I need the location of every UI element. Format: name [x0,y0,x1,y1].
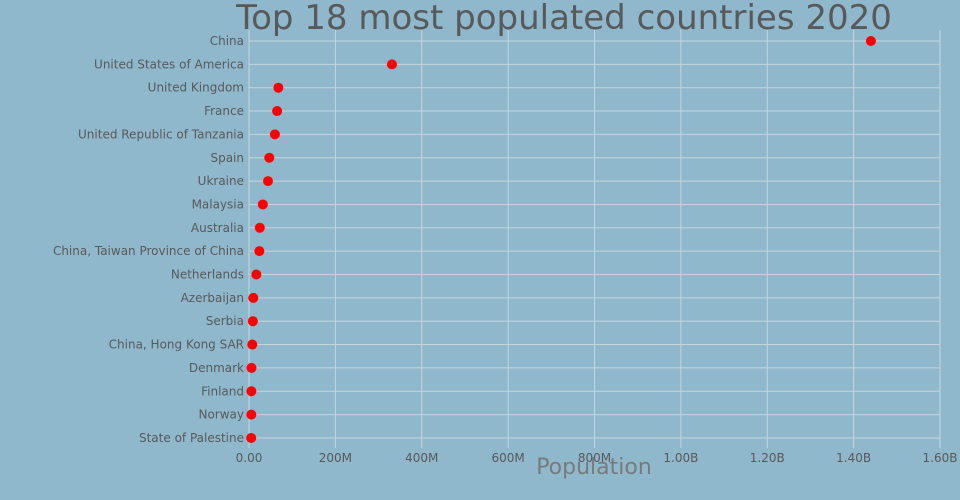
category-label: Norway [198,408,244,422]
category-label: United States of America [94,57,244,71]
data-point [263,176,274,187]
chart-title: Top 18 most populated countries 2020 [235,0,892,38]
data-point [246,362,257,373]
data-point [273,82,284,93]
data-point [248,292,259,303]
data-points [246,36,876,443]
data-point [272,106,283,117]
category-label: Finland [201,384,244,398]
category-label: Serbia [206,314,244,328]
x-tick-label: 0.00 [236,451,263,465]
grid [248,30,941,448]
data-point [865,36,876,46]
category-label: Ukraine [198,174,244,188]
data-point [246,386,257,397]
x-tick-labels: 0.00 200M 400M 600M 800M 1.00B 1.20B 1.40B 1.60B [236,451,958,465]
x-tick-label: 400M [405,451,438,465]
x-axis-title: Population [536,455,652,480]
category-label: China, Taiwan Province of China [53,244,244,258]
category-label: United Republic of Tanzania [78,127,244,141]
data-point [264,152,275,163]
data-point [254,222,265,233]
data-point [247,316,258,327]
data-point [247,339,258,350]
category-label: China, Hong Kong SAR [109,338,244,352]
category-labels: China United States of America United King… [53,34,244,445]
data-point [386,59,397,70]
category-label: Netherlands [171,268,244,282]
category-label: Denmark [189,361,244,375]
category-label: State of Palestine [139,431,244,445]
x-tick-label: 200M [319,451,352,465]
data-point [269,129,280,140]
x-tick-label: 600M [491,451,524,465]
category-label: United Kingdom [148,81,244,95]
x-tick-label: 1.60B [923,451,958,465]
category-label: Australia [191,221,244,235]
x-tick-label: 1.20B [750,451,785,465]
category-label: China [210,34,244,48]
x-tick-label: 1.40B [836,451,871,465]
data-point [251,269,262,280]
category-label: Spain [210,151,244,165]
data-point [246,409,257,420]
x-tick-label: 800M [578,451,611,465]
data-point [257,199,268,210]
x-tick-label: 1.00B [663,451,698,465]
data-point [246,432,257,443]
category-label: Azerbaijan [181,291,244,305]
data-point [254,246,265,257]
category-label: Malaysia [192,197,244,211]
category-label: France [204,104,244,118]
